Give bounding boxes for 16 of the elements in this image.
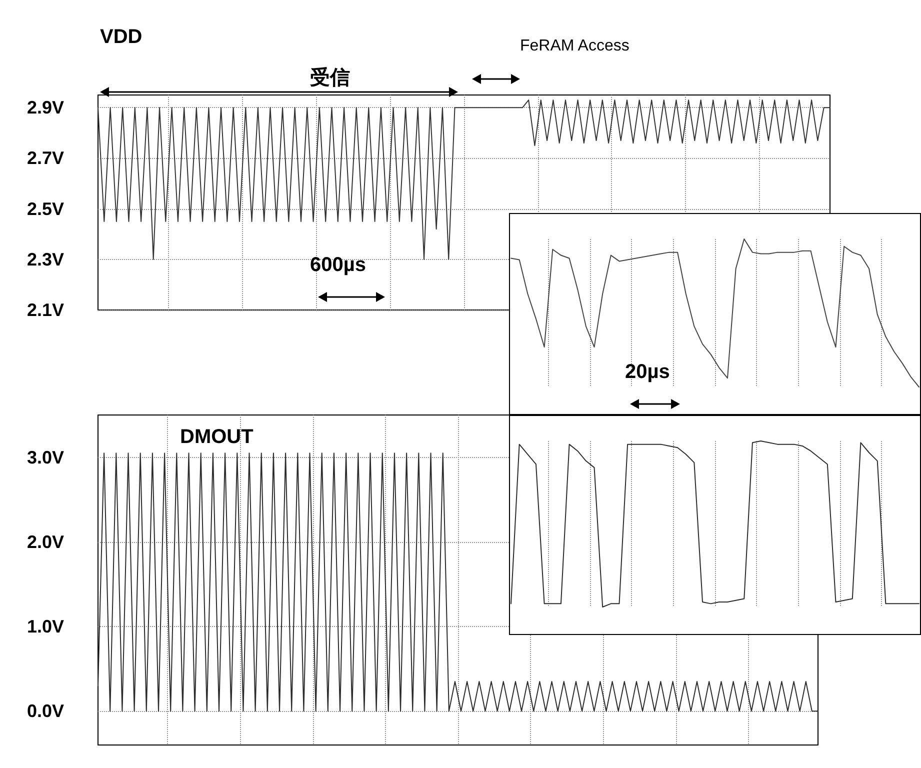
text: 受信 xyxy=(310,66,350,89)
y-tick-label: 2.5V xyxy=(26,198,64,219)
y-tick-label: 0.0V xyxy=(26,701,64,722)
annotation: 600µs xyxy=(310,254,366,276)
y-tick-label: 1.0V xyxy=(26,616,64,637)
chart-title: VDD xyxy=(100,26,142,48)
y-tick-label: 2.0V xyxy=(26,532,64,552)
y-tick-label: 2.7V xyxy=(26,148,64,168)
y-tick-label: 3.0V xyxy=(26,447,64,468)
line-series xyxy=(98,452,818,712)
text: DMOUT xyxy=(180,426,254,448)
annotation: 20µs xyxy=(625,361,670,383)
y-tick-label: 2.9V xyxy=(26,98,64,118)
y-tick-label: 2.1V xyxy=(26,300,64,320)
text: FeRAM Access xyxy=(520,38,630,54)
y-tick-label: 2.3V xyxy=(26,249,64,270)
